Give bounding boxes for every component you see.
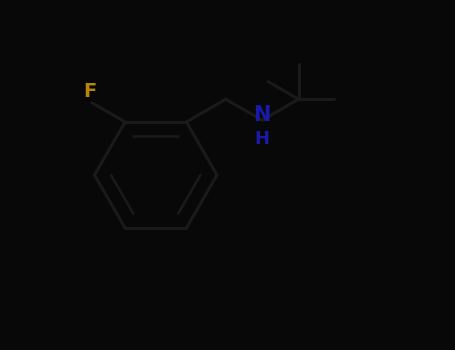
Text: H: H [255, 130, 270, 148]
Text: N: N [253, 105, 271, 125]
Text: F: F [83, 82, 96, 101]
